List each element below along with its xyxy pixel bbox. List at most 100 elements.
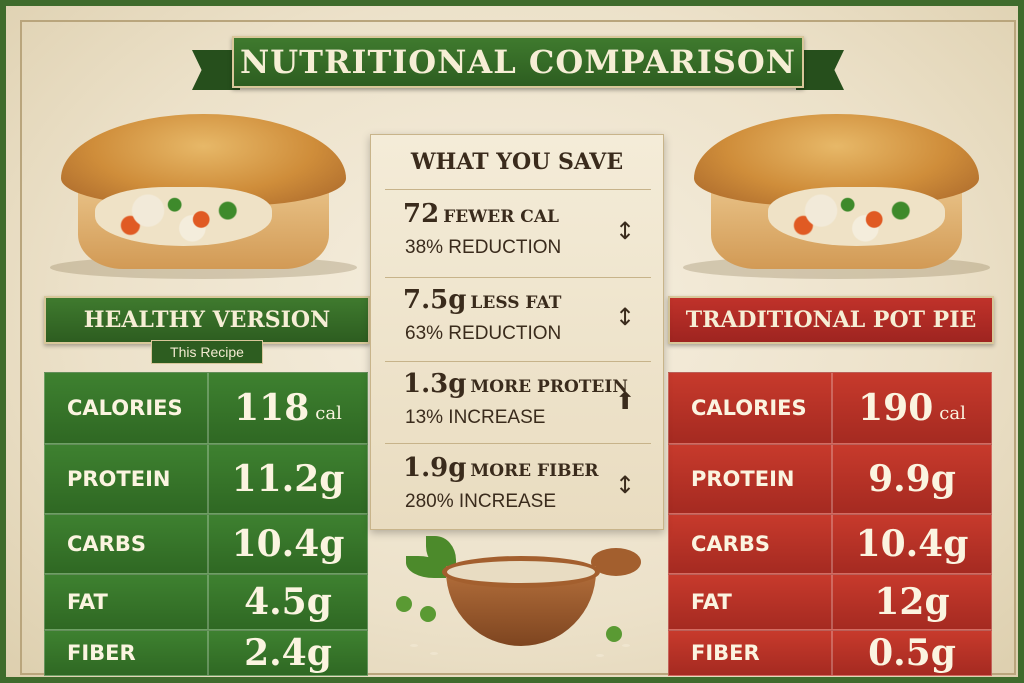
nutrient-value-cell: 12g [832, 574, 992, 630]
savings-amount: 1.3g [403, 369, 467, 399]
nutrient-label: FIBER [691, 641, 760, 665]
savings-amount-line: 1.3g MORE PROTEIN [403, 369, 628, 399]
savings-item: 1.3g MORE PROTEIN 13% INCREASE ⬆ [393, 369, 653, 449]
rice-grain [596, 654, 604, 657]
nutrient-unit: cal [939, 402, 966, 424]
up-down-arrow-icon: ↕ [615, 217, 636, 245]
what-you-save-card: WHAT YOU SAVE 72 FEWER CAL 38% REDUCTION … [370, 134, 664, 530]
divider [385, 189, 651, 190]
nutrient-label-cell: CARBS [44, 514, 208, 574]
nutrient-label-cell: FIBER [668, 630, 832, 676]
nutrient-value: 10.4g [855, 523, 969, 565]
traditional-pot-pie-image [682, 114, 991, 279]
pie-filling [95, 186, 272, 246]
nutrient-value: 2.4g [244, 632, 332, 674]
savings-amount-line: 72 FEWER CAL [403, 199, 559, 229]
nutrient-value-cell: 11.2g [208, 444, 368, 514]
savings-amount-line: 7.5g LESS FAT [403, 285, 561, 315]
nutrient-value: 9.9g [868, 458, 956, 500]
nutrient-label-cell: FAT [44, 574, 208, 630]
up-down-arrow-icon: ↕ [615, 471, 636, 499]
table-row: CALORIES 118 cal [44, 372, 368, 444]
nutrient-value: 0.5g [868, 632, 956, 674]
table-row: PROTEIN 11.2g [44, 444, 368, 514]
traditional-nutrition-table: CALORIES 190 cal PROTEIN 9.9g CARBS 10.4g… [668, 372, 992, 676]
nutrient-value-cell: 190 cal [832, 372, 992, 444]
table-row: PROTEIN 9.9g [668, 444, 992, 514]
nutrient-value-cell: 10.4g [832, 514, 992, 574]
nutrient-value-cell: 4.5g [208, 574, 368, 630]
page-title: NUTRITIONAL COMPARISON [239, 43, 797, 81]
pea-icon [420, 606, 436, 622]
healthy-pot-pie-image [49, 114, 358, 279]
nutrient-label-cell: CALORIES [668, 372, 832, 444]
nutrient-value-cell: 10.4g [208, 514, 368, 574]
nutrient-value-cell: 118 cal [208, 372, 368, 444]
up-down-arrow-icon: ↕ [615, 303, 636, 331]
nutrient-value: 190 [858, 387, 934, 429]
table-row: CALORIES 190 cal [668, 372, 992, 444]
healthy-version-banner: HEALTHY VERSION [44, 296, 370, 344]
rice-grain [410, 644, 418, 647]
nutrient-label: CARBS [67, 532, 146, 556]
savings-detail: 63% REDUCTION [405, 323, 562, 344]
savings-item: 7.5g LESS FAT 63% REDUCTION ↕ [393, 285, 653, 365]
nutrient-label-cell: FIBER [44, 630, 208, 676]
traditional-pot-pie-banner: TRADITIONAL POT PIE [668, 296, 994, 344]
nutrient-value-cell: 2.4g [208, 630, 368, 676]
healthy-version-heading: HEALTHY VERSION [83, 307, 331, 333]
nutrient-label-cell: CARBS [668, 514, 832, 574]
savings-item: 72 FEWER CAL 38% REDUCTION ↕ [393, 199, 653, 279]
traditional-heading: TRADITIONAL POT PIE [685, 307, 977, 333]
nutrient-label: CALORIES [67, 396, 183, 420]
savings-label: MORE PROTEIN [470, 377, 628, 397]
this-recipe-label: This Recipe [170, 344, 244, 360]
savings-label: LESS FAT [470, 293, 562, 313]
savings-amount: 1.9g [403, 453, 467, 483]
nutrient-label: PROTEIN [691, 467, 795, 491]
nutrient-value: 4.5g [244, 581, 332, 623]
nutrient-unit: cal [315, 402, 342, 424]
table-row: FIBER 2.4g [44, 630, 368, 676]
divider [385, 277, 651, 278]
divider [385, 361, 651, 362]
title-banner: NUTRITIONAL COMPARISON [232, 36, 804, 88]
nutrient-value: 10.4g [231, 523, 345, 565]
what-you-save-heading: WHAT YOU SAVE [410, 149, 624, 175]
nutrient-label: FAT [691, 590, 732, 614]
nutrient-label-cell: PROTEIN [44, 444, 208, 514]
nutrient-label: FAT [67, 590, 108, 614]
nutrient-value-cell: 0.5g [832, 630, 992, 676]
pie-filling [768, 186, 945, 246]
nutrient-value-cell: 9.9g [832, 444, 992, 514]
savings-detail: 280% INCREASE [405, 491, 557, 512]
pea-icon [606, 626, 622, 642]
this-recipe-badge: This Recipe [151, 340, 263, 364]
divider [385, 443, 651, 444]
nutrient-label: PROTEIN [67, 467, 171, 491]
nutrient-label: FIBER [67, 641, 136, 665]
rice-bowl-illustration [386, 526, 656, 676]
savings-label: FEWER CAL [443, 207, 559, 227]
pea-icon [396, 596, 412, 612]
nutrient-value: 11.2g [231, 458, 345, 500]
rice-in-bowl [442, 556, 600, 588]
nutrient-value: 118 [234, 387, 310, 429]
savings-amount-line: 1.9g MORE FIBER [403, 453, 599, 483]
healthy-nutrition-table: CALORIES 118 cal PROTEIN 11.2g CARBS 10.4… [44, 372, 368, 676]
nutrient-label: CARBS [691, 532, 770, 556]
savings-amount: 7.5g [403, 285, 467, 315]
savings-label: MORE FIBER [470, 461, 599, 481]
savings-detail: 38% REDUCTION [405, 237, 562, 258]
nutrient-label-cell: PROTEIN [668, 444, 832, 514]
savings-detail: 13% INCREASE [405, 407, 546, 428]
table-row: FAT 4.5g [44, 574, 368, 630]
table-row: CARBS 10.4g [44, 514, 368, 574]
savings-item: 1.9g MORE FIBER 280% INCREASE ↕ [393, 453, 653, 533]
rice-grain [430, 652, 438, 655]
up-arrow-icon: ⬆ [615, 387, 636, 415]
nutrient-value: 12g [874, 581, 950, 623]
rice-grain [622, 644, 630, 647]
nutrient-label-cell: CALORIES [44, 372, 208, 444]
